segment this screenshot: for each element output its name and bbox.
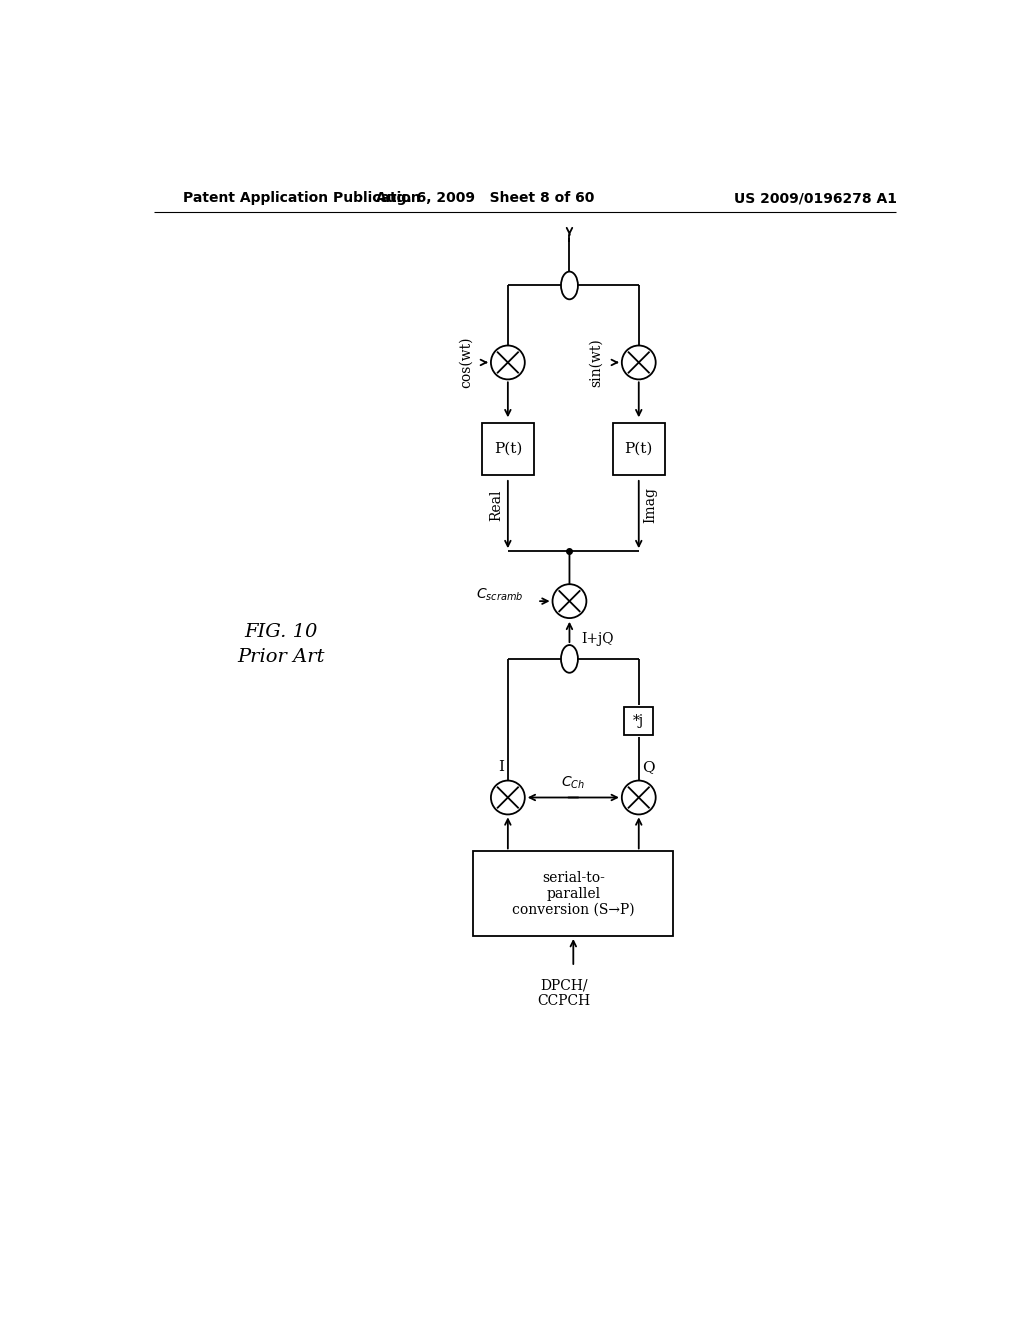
- Text: Imag: Imag: [643, 487, 657, 523]
- Bar: [625, 708, 653, 735]
- Text: cos(wt): cos(wt): [459, 337, 472, 388]
- Text: DPCH/: DPCH/: [541, 978, 588, 993]
- Circle shape: [622, 346, 655, 379]
- Text: CCPCH: CCPCH: [538, 994, 591, 1008]
- Text: sin(wt): sin(wt): [590, 338, 603, 387]
- Text: $C_{scramb}$: $C_{scramb}$: [476, 587, 523, 603]
- Text: I+jQ: I+jQ: [581, 632, 613, 645]
- Text: Real: Real: [489, 490, 503, 520]
- Text: US 2009/0196278 A1: US 2009/0196278 A1: [734, 191, 897, 206]
- Bar: [473, 851, 674, 936]
- Ellipse shape: [561, 645, 578, 673]
- Text: P(t): P(t): [494, 442, 522, 457]
- Text: Patent Application Publication: Patent Application Publication: [183, 191, 421, 206]
- Circle shape: [490, 346, 525, 379]
- Text: $C_{Ch}$: $C_{Ch}$: [561, 775, 586, 792]
- Ellipse shape: [561, 272, 578, 300]
- Text: I: I: [498, 760, 504, 775]
- Circle shape: [622, 780, 655, 814]
- Text: Aug. 6, 2009   Sheet 8 of 60: Aug. 6, 2009 Sheet 8 of 60: [376, 191, 594, 206]
- Circle shape: [490, 780, 525, 814]
- Bar: [481, 422, 535, 475]
- Text: P(t): P(t): [625, 442, 653, 457]
- Text: Prior Art: Prior Art: [237, 648, 325, 667]
- Text: *j: *j: [633, 714, 644, 729]
- Circle shape: [553, 585, 587, 618]
- Text: serial-to-
parallel
conversion (S→P): serial-to- parallel conversion (S→P): [512, 871, 635, 917]
- Text: FIG. 10: FIG. 10: [244, 623, 317, 642]
- Bar: [612, 422, 665, 475]
- Text: Q: Q: [643, 760, 655, 775]
